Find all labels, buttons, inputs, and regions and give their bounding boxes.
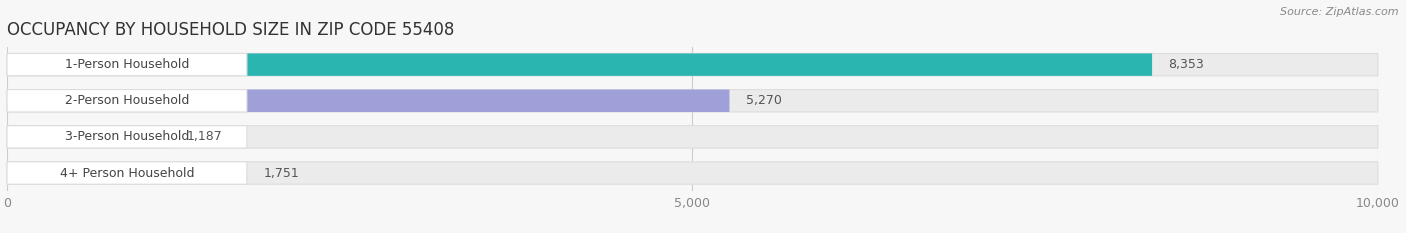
FancyBboxPatch shape (7, 162, 1378, 184)
Text: Source: ZipAtlas.com: Source: ZipAtlas.com (1281, 7, 1399, 17)
Text: 2-Person Household: 2-Person Household (65, 94, 190, 107)
Text: 1,187: 1,187 (186, 130, 222, 143)
Text: 1-Person Household: 1-Person Household (65, 58, 190, 71)
FancyBboxPatch shape (7, 126, 1378, 148)
FancyBboxPatch shape (7, 89, 247, 112)
FancyBboxPatch shape (7, 162, 247, 184)
FancyBboxPatch shape (7, 53, 1152, 76)
Text: OCCUPANCY BY HOUSEHOLD SIZE IN ZIP CODE 55408: OCCUPANCY BY HOUSEHOLD SIZE IN ZIP CODE … (7, 21, 454, 39)
FancyBboxPatch shape (7, 126, 170, 148)
FancyBboxPatch shape (7, 53, 1378, 76)
FancyBboxPatch shape (7, 89, 1378, 112)
Text: 1,751: 1,751 (263, 167, 299, 179)
Text: 5,270: 5,270 (747, 94, 782, 107)
FancyBboxPatch shape (7, 53, 247, 76)
FancyBboxPatch shape (7, 89, 730, 112)
FancyBboxPatch shape (7, 126, 247, 148)
Text: 8,353: 8,353 (1168, 58, 1205, 71)
Text: 4+ Person Household: 4+ Person Household (59, 167, 194, 179)
FancyBboxPatch shape (7, 162, 247, 184)
Text: 3-Person Household: 3-Person Household (65, 130, 190, 143)
